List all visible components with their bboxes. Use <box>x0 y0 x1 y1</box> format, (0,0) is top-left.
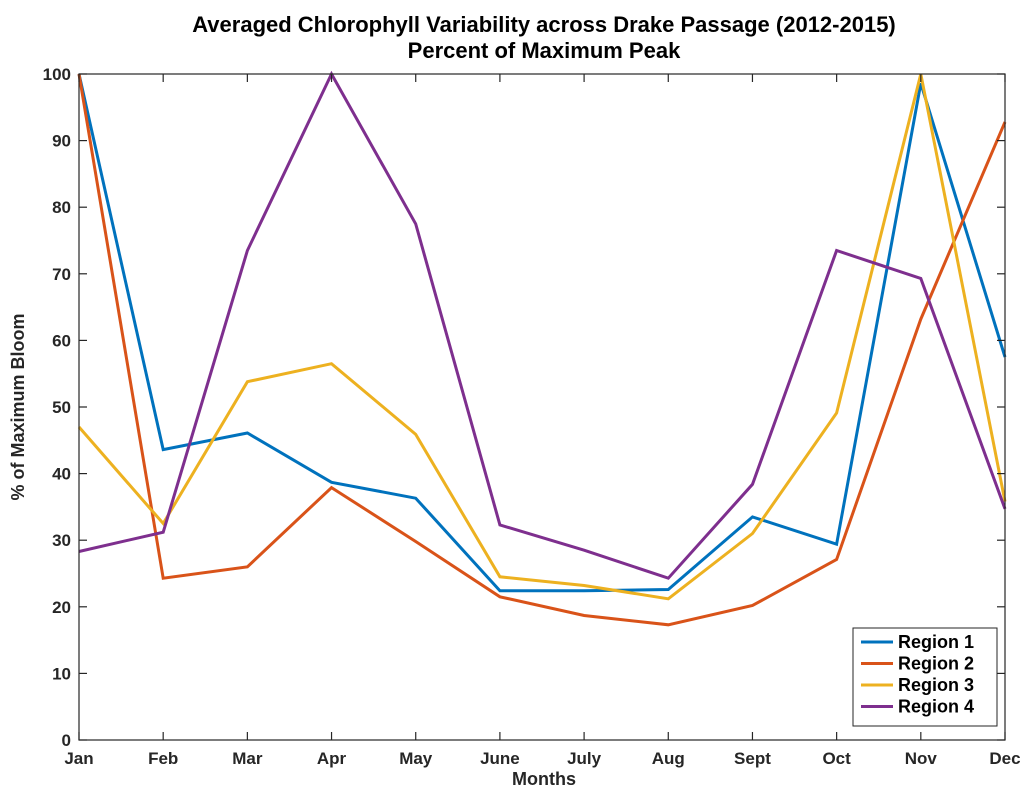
y-tick-label: 10 <box>52 664 71 683</box>
x-tick-label: May <box>399 749 433 768</box>
y-tick-label: 40 <box>52 465 71 484</box>
chart-title: Averaged Chlorophyll Variability across … <box>192 12 896 37</box>
x-tick-label: June <box>480 749 520 768</box>
x-axis-label: Months <box>512 769 576 789</box>
x-tick-label: Jan <box>64 749 93 768</box>
legend-label-2: Region 2 <box>898 654 974 674</box>
plot-area: Jan Feb Mar Apr May June July Aug Sept Oct Nov Dec 0… <box>43 65 1021 768</box>
x-tick-label: Mar <box>232 749 263 768</box>
y-tick-label: 80 <box>52 198 71 217</box>
y-tick-label: 20 <box>52 598 71 617</box>
x-tick-label: Aug <box>652 749 685 768</box>
y-tick-label: 90 <box>52 132 71 151</box>
y-tick-label: 70 <box>52 265 71 284</box>
legend-box <box>852 627 998 727</box>
series-line-3 <box>77 73 1007 601</box>
x-tick-label: Sept <box>734 749 771 768</box>
chart-subtitle: Percent of Maximum Peak <box>408 38 681 63</box>
y-axis-label: % of Maximum Bloom <box>8 313 28 500</box>
x-tick-label: Oct <box>822 749 851 768</box>
y-tick-label: 100 <box>43 65 71 84</box>
y-tick-label: 30 <box>52 531 71 550</box>
x-tick-label: July <box>567 749 602 768</box>
legend-label-4: Region 4 <box>898 697 974 717</box>
x-tick-label: Feb <box>148 749 178 768</box>
series-line-4 <box>78 70 1007 580</box>
y-tick-label: 50 <box>52 398 71 417</box>
x-tick-label: Nov <box>905 749 938 768</box>
x-tick-label: Apr <box>317 749 347 768</box>
y-tick-label: 60 <box>52 331 71 350</box>
y-tick-label: 0 <box>62 731 71 750</box>
x-tick-label: Dec <box>989 749 1020 768</box>
series-line-2 <box>77 73 1007 627</box>
legend-label-3: Region 3 <box>898 675 974 695</box>
legend-label-1: Region 1 <box>898 632 974 652</box>
series-line-1 <box>77 73 1007 593</box>
